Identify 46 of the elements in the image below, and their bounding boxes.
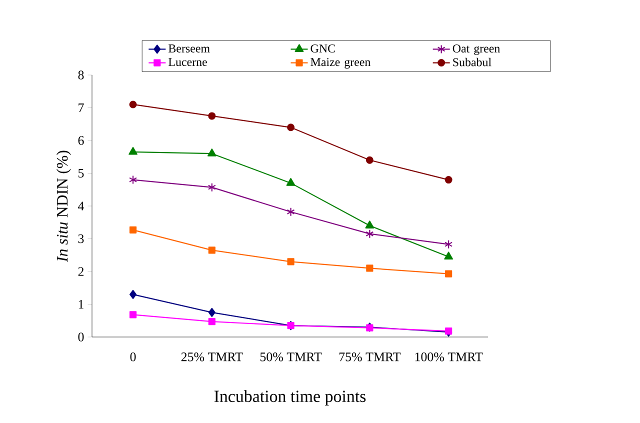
legend-label: Oat green (452, 44, 500, 55)
point (208, 246, 216, 254)
point (128, 146, 138, 155)
legend-label: Lucerne (168, 58, 207, 66)
y-axis-title: In situ NDIN (%) (56, 150, 71, 262)
y-tick-label: 0 (78, 332, 84, 342)
point (129, 100, 137, 108)
point (365, 220, 374, 228)
x-tick-label: 50% TMRT (260, 352, 322, 362)
point (445, 270, 452, 278)
point (129, 290, 137, 299)
y-tick-label: 1 (78, 300, 84, 309)
point (287, 258, 294, 266)
y-tick-label: 3 (78, 234, 84, 244)
legend-label: Maize green (310, 58, 371, 69)
legend-label: GNC (310, 44, 335, 53)
legend-label: Berseem (168, 44, 210, 52)
point (208, 308, 216, 317)
x-tick-label: 100% TMRT (415, 352, 483, 362)
point (366, 156, 374, 164)
point (129, 175, 138, 184)
x-tick-label: 25% TMRT (181, 352, 243, 362)
point (208, 182, 216, 192)
point (287, 124, 295, 132)
y-tick-label: 4 (78, 202, 84, 210)
legend-label: Subabul (453, 58, 492, 66)
x-tick-label: 0 (130, 352, 136, 362)
point (286, 178, 296, 186)
y-tick-label: 5 (78, 168, 84, 178)
x-axis-title: Incubation time points (214, 390, 366, 406)
x-tick-label: 75% TMRT (339, 352, 401, 362)
point (444, 252, 454, 260)
point (129, 311, 137, 318)
point (366, 264, 374, 272)
point (129, 226, 137, 234)
y-tick-label: 8 (78, 70, 84, 80)
point (207, 148, 216, 156)
point (208, 112, 216, 120)
point (366, 229, 374, 238)
point (444, 176, 452, 184)
point (286, 207, 295, 216)
point (208, 318, 216, 326)
y-tick-label: 7 (78, 104, 84, 112)
y-tick-label: 2 (78, 267, 84, 276)
point (444, 240, 453, 249)
y-tick-label: 6 (78, 136, 84, 145)
